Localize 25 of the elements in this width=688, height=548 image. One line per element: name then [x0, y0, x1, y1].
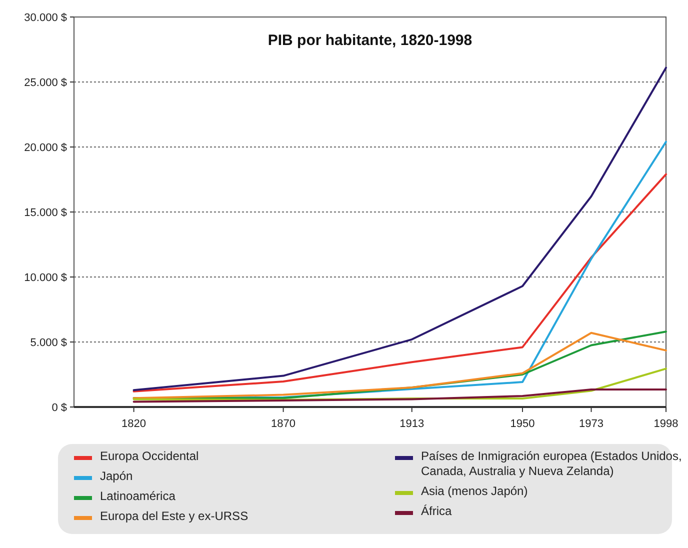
legend-label: Asia (menos Japón)	[421, 484, 528, 498]
legend-label: Latinoamérica	[100, 489, 176, 503]
line-series	[132, 388, 667, 403]
x-tick-label: 1973	[579, 418, 604, 430]
y-tick-label: 5.000 $	[30, 336, 67, 349]
line-series	[132, 368, 667, 401]
x-tick-label: 1870	[271, 418, 296, 430]
y-tick-label: 30.000 $	[24, 12, 67, 24]
line-series	[132, 66, 667, 392]
y-tick-label: 25.000 $	[24, 76, 67, 89]
y-tick-label: 0 $	[52, 402, 67, 414]
x-tick-label: 1998	[654, 418, 678, 430]
y-tick-label: 10.000 $	[24, 272, 67, 284]
legend-label: Japón	[100, 469, 133, 483]
x-tick-label: 1820	[122, 418, 146, 430]
y-tick-label: 15.000 $	[24, 206, 67, 219]
y-tick-label: 20.000 $	[24, 142, 67, 154]
legend-label: Europa del Este y ex-URSS	[100, 509, 248, 523]
legend-label: Europa Occidental	[100, 449, 199, 463]
x-tick-label: 1913	[400, 418, 424, 430]
line-series	[132, 173, 667, 392]
legend-label: África	[421, 504, 452, 518]
legend-label: Países de Inmigración europea (Estados Unidos, Canada, Australia y Nueva Zelanda)	[421, 449, 682, 478]
text: PIB por habitante, 1820-1998	[268, 32, 472, 49]
x-tick-label: 1950	[510, 418, 535, 430]
